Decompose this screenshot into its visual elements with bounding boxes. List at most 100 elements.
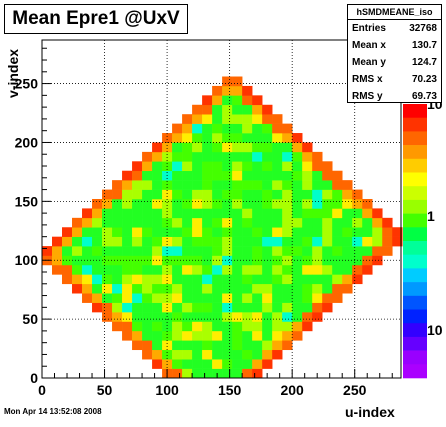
- heatmap-cell: [362, 255, 373, 266]
- heatmap-cell: [192, 264, 203, 275]
- heatmap-cell: [82, 246, 93, 256]
- heatmap-cell: [122, 227, 133, 237]
- heatmap-cell: [232, 123, 243, 134]
- heatmap-cell: [332, 170, 343, 181]
- heatmap-cell: [192, 161, 203, 172]
- heatmap-cell: [212, 133, 223, 143]
- heatmap-cell: [192, 208, 203, 219]
- heatmap-cell: [312, 217, 323, 228]
- heatmap-cell: [322, 170, 333, 181]
- stats-row-rms-y: RMS y 69.73: [352, 91, 437, 102]
- heatmap-cell: [302, 283, 313, 294]
- heatmap-cell: [192, 312, 203, 322]
- heatmap-cell: [222, 198, 233, 209]
- heatmap-cell: [292, 133, 303, 143]
- heatmap-cell: [272, 312, 283, 322]
- heatmap-cell: [312, 161, 323, 172]
- heatmap-cell: [222, 85, 233, 96]
- heatmap-cell: [142, 246, 153, 256]
- heatmap-cell: [242, 217, 253, 228]
- heatmap-cell: [272, 198, 283, 209]
- heatmap-cell: [172, 151, 183, 162]
- heatmap-cell: [312, 312, 323, 322]
- heatmap-cell: [122, 180, 133, 190]
- heatmap-cell: [292, 283, 303, 294]
- heatmap-cell: [382, 246, 393, 256]
- heatmap-cell: [132, 198, 143, 209]
- heatmap-cell: [142, 151, 153, 162]
- heatmap-cell: [252, 189, 263, 200]
- heatmap-cell: [272, 123, 283, 134]
- heatmap-cell: [372, 227, 383, 237]
- stats-row-entries: Entries 32768: [352, 23, 437, 34]
- heatmap-cell: [172, 312, 183, 322]
- heatmap-cell: [282, 133, 293, 143]
- heatmap-cell: [312, 302, 323, 313]
- heatmap-cell: [232, 76, 243, 87]
- heatmap-cell: [152, 264, 163, 275]
- heatmap-cell: [332, 264, 343, 275]
- heatmap-cell: [172, 208, 183, 219]
- heatmap-cell: [252, 302, 263, 313]
- heatmap-cell: [212, 330, 223, 341]
- heatmap-cell: [262, 312, 273, 322]
- y-tick-label: 50: [22, 311, 38, 327]
- heatmap-cell: [262, 208, 273, 219]
- heatmap-cell: [172, 368, 183, 379]
- heatmap-cell: [212, 236, 223, 247]
- heatmap-cell: [112, 302, 123, 313]
- heatmap-cell: [292, 312, 303, 322]
- heatmap-cell: [82, 274, 93, 285]
- heatmap-cell: [202, 349, 213, 360]
- heatmap-cell: [122, 302, 133, 313]
- heatmap-cell: [362, 227, 373, 237]
- heatmap-cell: [142, 293, 153, 303]
- heatmap-cell: [362, 208, 373, 219]
- heatmap-cell: [332, 236, 343, 247]
- heatmap-cell: [292, 151, 303, 162]
- heatmap-cell: [272, 264, 283, 275]
- heatmap-cell: [252, 217, 263, 228]
- heatmap-cell: [72, 246, 83, 256]
- heatmap-cell: [352, 236, 363, 247]
- heatmap-cell: [102, 312, 113, 322]
- heatmap-cell: [292, 208, 303, 219]
- heatmap-cell: [92, 227, 103, 237]
- heatmap-cell: [322, 264, 333, 275]
- heatmap-cell: [222, 95, 233, 106]
- heatmap-cell: [302, 274, 313, 285]
- heatmap-cell: [352, 274, 363, 285]
- heatmap-cell: [332, 180, 343, 190]
- heatmap-cell: [232, 133, 243, 143]
- heatmap-cell: [282, 330, 293, 341]
- heatmap-cell: [272, 133, 283, 143]
- heatmap-cell: [72, 264, 83, 275]
- heatmap-cell: [282, 312, 293, 322]
- heatmap-cell: [82, 293, 93, 303]
- heatmap-cell: [152, 170, 163, 181]
- heatmap-cell: [312, 151, 323, 162]
- heatmap-cell: [192, 359, 203, 369]
- heatmap-cell: [282, 302, 293, 313]
- heatmap-cell: [302, 302, 313, 313]
- heatmap-cell: [282, 283, 293, 294]
- heatmap-cell: [222, 274, 233, 285]
- heatmap-cell: [202, 180, 213, 190]
- heatmap-cell: [162, 142, 173, 153]
- color-scale-band: [403, 104, 427, 118]
- heatmap-cell: [252, 104, 263, 115]
- heatmap-cell: [262, 189, 273, 200]
- heatmap-cell: [272, 274, 283, 285]
- tick-labels: 0 50 100 150 200 250 0 50 100 150 200 250: [15, 76, 367, 398]
- heatmap-cell: [192, 227, 203, 237]
- heatmap-cell: [202, 340, 213, 351]
- heatmap-cell: [282, 142, 293, 153]
- x-tick-label: 100: [155, 382, 179, 398]
- heatmap-cell: [62, 246, 73, 256]
- heatmap-cell: [212, 180, 223, 190]
- heatmap-cell: [232, 264, 243, 275]
- heatmap-cell: [222, 255, 233, 266]
- heatmap-cell: [112, 264, 123, 275]
- heatmap-cell: [292, 198, 303, 209]
